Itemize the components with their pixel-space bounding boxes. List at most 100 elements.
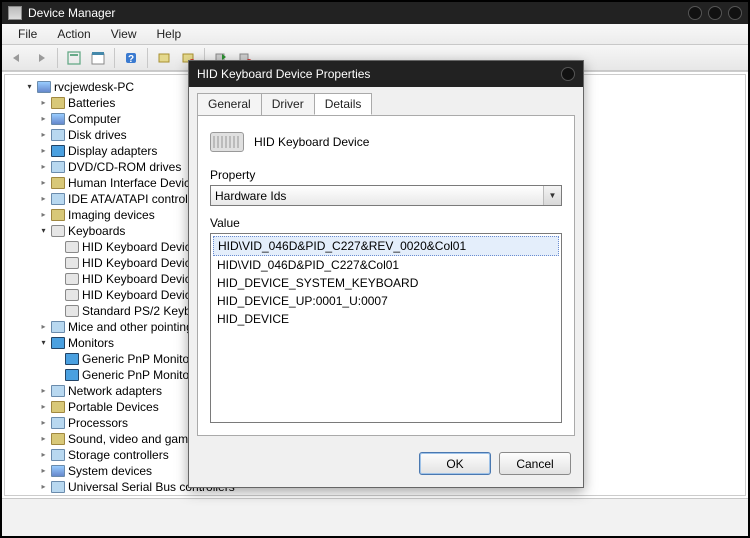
properties-button[interactable] <box>87 47 109 69</box>
property-selected: Hardware Ids <box>215 189 286 203</box>
ide-icon <box>51 193 65 205</box>
device-name: HID Keyboard Device <box>254 135 369 149</box>
maximize-button[interactable] <box>708 6 722 20</box>
tree-item-kb[interactable]: HID Keyboard Device <box>82 255 197 271</box>
display-icon <box>51 145 65 157</box>
value-item[interactable]: HID_DEVICE <box>213 310 559 328</box>
hid-icon <box>51 177 65 189</box>
properties-dialog: HID Keyboard Device Properties General D… <box>188 60 584 488</box>
window-title: Device Manager <box>28 6 115 20</box>
menu-action[interactable]: Action <box>47 25 100 43</box>
computer-icon <box>51 113 65 125</box>
tree-item-net[interactable]: Network adapters <box>68 383 162 399</box>
tab-general[interactable]: General <box>197 93 262 115</box>
tree-item-monitor[interactable]: Generic PnP Monitor <box>82 351 193 367</box>
expand-icon[interactable] <box>39 147 48 156</box>
toolbar-separator <box>147 48 148 68</box>
dvd-icon <box>51 161 65 173</box>
cancel-button[interactable]: Cancel <box>499 452 571 475</box>
expand-icon[interactable] <box>39 419 48 428</box>
expand-icon[interactable] <box>39 179 48 188</box>
tree-item-display[interactable]: Display adapters <box>68 143 157 159</box>
property-dropdown[interactable]: Hardware Ids ▼ <box>210 185 562 206</box>
tree-item-kb[interactable]: HID Keyboard Device <box>82 239 197 255</box>
expand-icon[interactable] <box>39 163 48 172</box>
minimize-button[interactable] <box>688 6 702 20</box>
expand-icon[interactable] <box>39 131 48 140</box>
value-listbox[interactable]: HID\VID_046D&PID_C227&REV_0020&Col01 HID… <box>210 233 562 423</box>
expand-icon[interactable] <box>39 211 48 220</box>
usb-icon <box>51 481 65 493</box>
back-button[interactable] <box>6 47 28 69</box>
menu-help[interactable]: Help <box>147 25 192 43</box>
tree-item-portable[interactable]: Portable Devices <box>68 399 159 415</box>
tree-item-batteries[interactable]: Batteries <box>68 95 115 111</box>
tree-item-computer[interactable]: Computer <box>68 111 121 127</box>
help-button[interactable]: ? <box>120 47 142 69</box>
expand-icon[interactable] <box>39 403 48 412</box>
portable-icon <box>51 401 65 413</box>
network-icon <box>51 385 65 397</box>
expand-icon[interactable] <box>39 99 48 108</box>
device-header: HID Keyboard Device <box>210 128 562 156</box>
expand-icon[interactable] <box>39 387 48 396</box>
expand-icon[interactable] <box>39 115 48 124</box>
mouse-icon <box>51 321 65 333</box>
toolbar-separator <box>114 48 115 68</box>
keyboard-icon <box>65 257 79 269</box>
titlebar: Device Manager <box>2 2 748 24</box>
tab-details[interactable]: Details <box>314 93 373 115</box>
show-all-button[interactable] <box>63 47 85 69</box>
tree-item-disk[interactable]: Disk drives <box>68 127 127 143</box>
tree-item-monitor[interactable]: Generic PnP Monitor <box>82 367 193 383</box>
ok-button[interactable]: OK <box>419 452 491 475</box>
forward-button[interactable] <box>30 47 52 69</box>
expand-icon[interactable] <box>39 483 48 492</box>
tree-item-system[interactable]: System devices <box>68 463 152 479</box>
tree-item-proc[interactable]: Processors <box>68 415 128 431</box>
expand-icon[interactable] <box>39 195 48 204</box>
chevron-down-icon[interactable]: ▼ <box>543 186 561 205</box>
tree-item-kb[interactable]: HID Keyboard Device <box>82 271 197 287</box>
expand-icon[interactable] <box>39 323 48 332</box>
system-icon <box>51 465 65 477</box>
tree-item-storage[interactable]: Storage controllers <box>68 447 169 463</box>
tree-item-dvd[interactable]: DVD/CD-ROM drives <box>68 159 181 175</box>
monitor-icon <box>51 337 65 349</box>
value-item[interactable]: HID\VID_046D&PID_C227&Col01 <box>213 256 559 274</box>
expand-icon[interactable] <box>39 227 48 236</box>
tab-strip: General Driver Details <box>189 87 583 115</box>
tab-driver[interactable]: Driver <box>261 93 315 115</box>
tree-root[interactable]: rvcjewdesk-PC <box>54 79 134 95</box>
tree-item-ide[interactable]: IDE ATA/ATAPI controllers <box>68 191 207 207</box>
expand-icon[interactable] <box>39 339 48 348</box>
monitor-icon <box>65 353 79 365</box>
expand-icon[interactable] <box>39 451 48 460</box>
toolbar-separator <box>57 48 58 68</box>
expand-icon[interactable] <box>25 83 34 92</box>
tree-item-monitors[interactable]: Monitors <box>68 335 114 351</box>
value-item[interactable]: HID\VID_046D&PID_C227&REV_0020&Col01 <box>213 236 559 256</box>
scan-button[interactable] <box>153 47 175 69</box>
value-item[interactable]: HID_DEVICE_SYSTEM_KEYBOARD <box>213 274 559 292</box>
statusbar <box>2 498 748 536</box>
tree-item-keyboards[interactable]: Keyboards <box>68 223 125 239</box>
expand-icon[interactable] <box>39 435 48 444</box>
computer-icon <box>37 81 51 93</box>
tree-item-kb[interactable]: HID Keyboard Device <box>82 287 197 303</box>
tree-item-imaging[interactable]: Imaging devices <box>68 207 155 223</box>
processor-icon <box>51 417 65 429</box>
tree-item-hid[interactable]: Human Interface Devices <box>68 175 203 191</box>
battery-icon <box>51 97 65 109</box>
menu-file[interactable]: File <box>8 25 47 43</box>
system-buttons <box>688 6 742 20</box>
menu-view[interactable]: View <box>101 25 147 43</box>
keyboard-icon <box>65 241 79 253</box>
value-label: Value <box>210 216 562 230</box>
property-label: Property <box>210 168 562 182</box>
close-button[interactable] <box>728 6 742 20</box>
value-item[interactable]: HID_DEVICE_UP:0001_U:0007 <box>213 292 559 310</box>
disk-icon <box>51 129 65 141</box>
expand-icon[interactable] <box>39 467 48 476</box>
dialog-close-button[interactable] <box>561 67 575 81</box>
